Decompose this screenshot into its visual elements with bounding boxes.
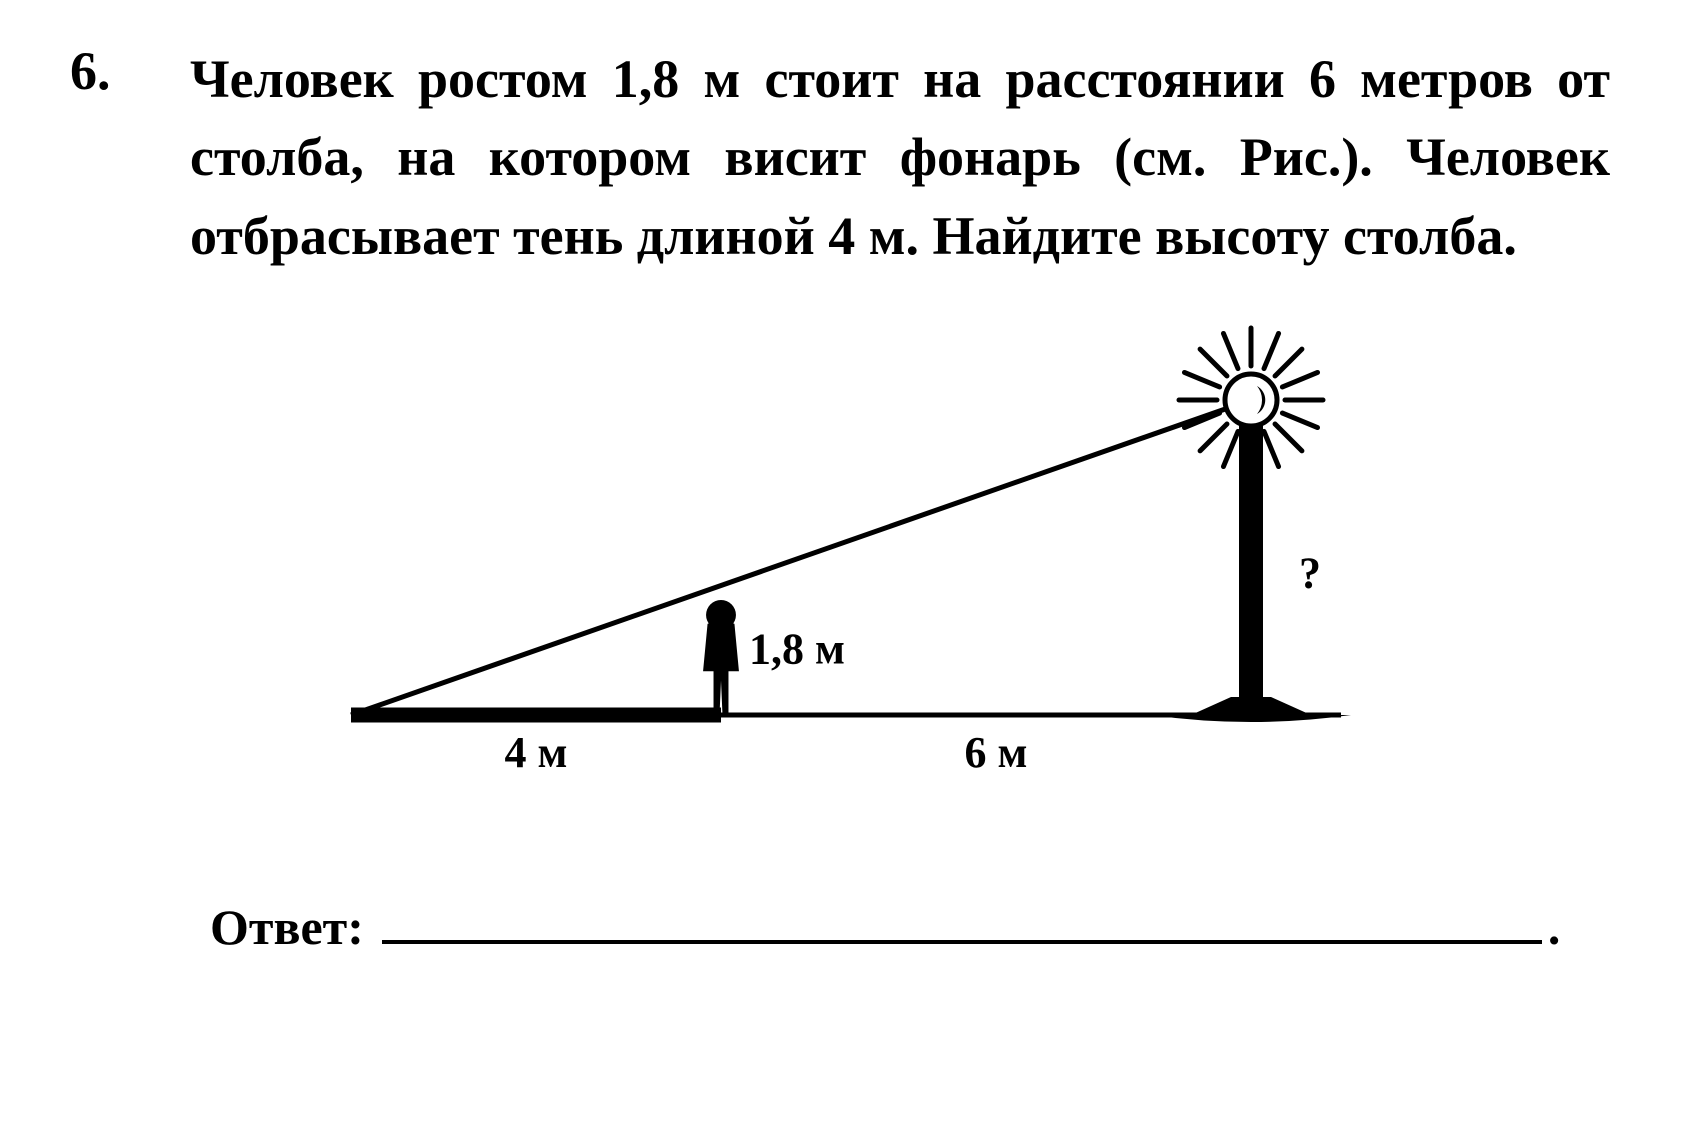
lamp-ray: [1275, 349, 1302, 376]
label-shadow: 4 м: [504, 728, 567, 777]
answer-blank-line[interactable]: [382, 895, 1542, 944]
label-person-height: 1,8 м: [749, 624, 845, 673]
answer-period: .: [1548, 898, 1561, 956]
lamp-ray: [1282, 372, 1317, 387]
lamp-pole: [1239, 422, 1263, 701]
lamp-ray: [1264, 333, 1279, 368]
lamp-ray: [1200, 424, 1227, 451]
lamp-ray: [1223, 333, 1238, 368]
lamp-ray: [1275, 424, 1302, 451]
answer-row: Ответ: .: [210, 895, 1621, 956]
pole-base: [1191, 697, 1311, 715]
lamp-ray: [1184, 372, 1219, 387]
lamp-ray: [1200, 349, 1227, 376]
figure-container: 4 м 6 м 1,8 м?: [60, 315, 1621, 835]
lamp-ray: [1264, 431, 1279, 466]
geometry-diagram: 4 м 6 м 1,8 м?: [291, 315, 1391, 835]
lamp-ray: [1223, 431, 1238, 466]
label-distance: 6 м: [964, 728, 1027, 777]
problem-number: 6.: [60, 40, 190, 102]
lamp-bulb: [1225, 374, 1277, 426]
lamp-ray: [1282, 413, 1317, 428]
answer-label: Ответ:: [210, 898, 364, 956]
pole-ground-shade: [1151, 715, 1351, 722]
label-unknown: ?: [1299, 548, 1321, 597]
person-body: [703, 621, 739, 715]
problem-block: 6. Человек ростом 1,8 м стоит на расстоя…: [60, 40, 1621, 275]
page: 6. Человек ростом 1,8 м стоит на расстоя…: [0, 0, 1681, 1132]
problem-text: Человек ростом 1,8 м стоит на расстоянии…: [190, 40, 1610, 275]
